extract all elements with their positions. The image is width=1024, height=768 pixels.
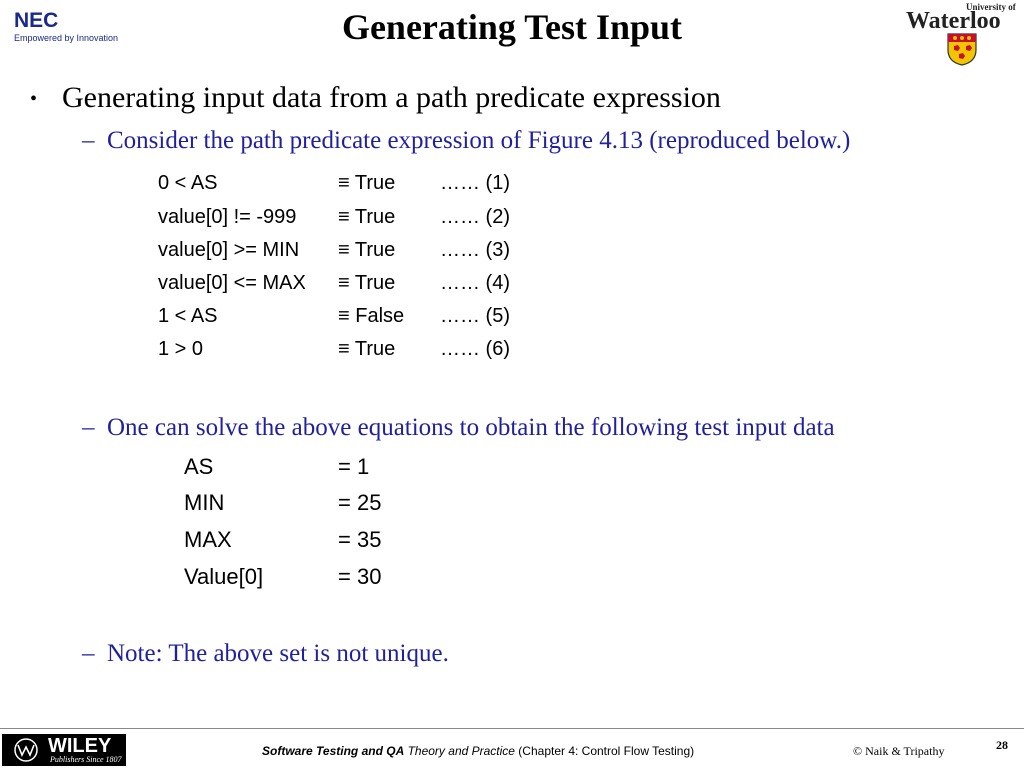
- dash-marker: –: [82, 640, 95, 667]
- equation-expr: 1 > 0: [158, 338, 204, 360]
- equation-value: ≡ True: [338, 239, 396, 261]
- nec-logo-word: NEC: [14, 9, 59, 32]
- sub-bullet-note: Note: The above set is not unique.: [107, 640, 449, 667]
- equation-value: ≡ True: [338, 206, 396, 228]
- dash-marker: –: [82, 127, 95, 154]
- equation-value: ≡ True: [338, 172, 396, 194]
- footer-book-title: Software Testing and QA Theory and Pract…: [262, 744, 694, 758]
- sub-bullet-solve: One can solve the above equations to obt…: [107, 414, 835, 441]
- footer-book-italic: Theory and Practice: [404, 744, 515, 758]
- dash-marker: –: [82, 414, 95, 441]
- wiley-logo-tagline: Publishers Since 1807: [50, 755, 122, 764]
- solution-value: = 30: [338, 564, 382, 589]
- nec-logo-tagline: Empowered by Innovation: [14, 33, 119, 43]
- waterloo-crest-icon: [947, 33, 977, 66]
- equation-value: ≡ True: [338, 338, 396, 360]
- equation-ref: …… (6): [440, 338, 510, 360]
- solution-name: MIN: [184, 490, 225, 515]
- bullet-text-generating-input: Generating input data from a path predic…: [62, 81, 721, 114]
- nec-logo: NEC Empowered by Innovation: [14, 10, 124, 54]
- equation-expr: value[0] <= MAX: [158, 272, 306, 294]
- equation-ref: …… (5): [440, 305, 510, 327]
- equation-expr: value[0] >= MIN: [158, 239, 300, 261]
- solution-value: = 1: [338, 454, 370, 479]
- solution-name: MAX: [184, 527, 232, 552]
- equation-expr: 1 < AS: [158, 305, 218, 327]
- equation-ref: …… (2): [440, 206, 510, 228]
- equation-ref: …… (3): [440, 239, 510, 261]
- waterloo-logo: University of Waterloo: [904, 2, 1020, 68]
- solution-name: Value[0]: [184, 564, 264, 589]
- sub-bullet-consider: Consider the path predicate expression o…: [107, 127, 851, 154]
- solution-value: = 35: [338, 527, 382, 552]
- equation-ref: …… (4): [440, 272, 510, 294]
- solution-value: = 25: [338, 490, 382, 515]
- wiley-emblem-icon: [14, 738, 38, 762]
- wiley-logo: WILEY Publishers Since 1807: [2, 734, 126, 766]
- equation-expr: value[0] != -999: [158, 206, 297, 228]
- waterloo-logo-big: Waterloo: [906, 8, 1001, 34]
- equation-value: ≡ True: [338, 272, 396, 294]
- page-number: 28: [996, 738, 1008, 752]
- equation-value: ≡ False: [338, 305, 405, 327]
- footer-copyright: © Naik & Tripathy: [853, 744, 945, 758]
- solution-name: AS: [184, 454, 214, 479]
- equation-ref: …… (1): [440, 172, 510, 194]
- equation-expr: 0 < AS: [158, 172, 218, 194]
- footer-divider: [0, 728, 1024, 729]
- wiley-logo-word: WILEY: [48, 735, 112, 757]
- bullet-marker: •: [30, 88, 38, 110]
- footer-chapter: (Chapter 4: Control Flow Testing): [514, 744, 695, 758]
- footer-book-bold: Software Testing and QA: [262, 744, 405, 758]
- slide-title: Generating Test Input: [341, 7, 683, 47]
- waterloo-logo-small: University of: [966, 2, 1016, 12]
